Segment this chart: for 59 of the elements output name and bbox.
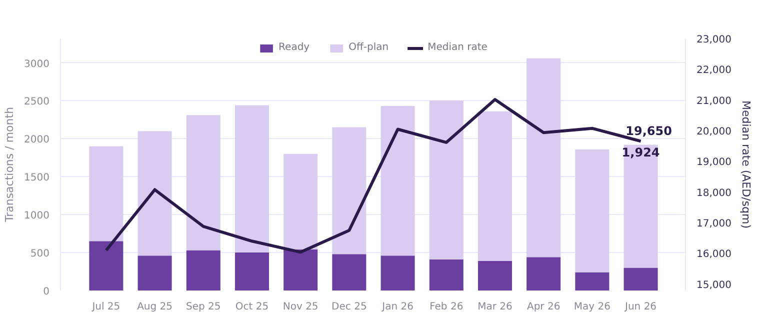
bar — [575, 149, 610, 272]
bar — [478, 260, 512, 290]
y2-tick-label: 17,000 — [696, 218, 732, 230]
bar — [284, 154, 318, 250]
bar — [429, 100, 464, 260]
bar — [526, 257, 561, 290]
annotation: 19,650 — [626, 124, 672, 138]
bar — [478, 111, 512, 261]
bar — [624, 144, 658, 268]
y-tick-label: 2000 — [24, 134, 50, 146]
bar — [624, 268, 658, 290]
y2-axis-title: Median rate (AED/sqm) — [739, 100, 752, 229]
bar — [89, 241, 124, 290]
bar — [380, 256, 415, 290]
bar — [429, 259, 464, 290]
y2-tick-label: 16,000 — [696, 249, 732, 260]
x-tick-label: Mar 26 — [478, 302, 512, 312]
y-axis-title: Transactions / month — [3, 106, 16, 224]
y-tick-label: 2500 — [24, 96, 50, 108]
bar — [186, 115, 220, 250]
bar — [284, 250, 318, 290]
x-tick-label: Nov 25 — [282, 302, 318, 312]
bar — [380, 106, 415, 256]
x-tick-label: Apr 26 — [526, 302, 560, 312]
x-tick-label: May 26 — [574, 302, 610, 312]
y2-tick-label: 23,000 — [696, 34, 732, 46]
y-tick-label: 1000 — [24, 210, 50, 222]
bar — [332, 127, 366, 254]
bar — [89, 146, 124, 242]
bar — [138, 131, 172, 256]
bar — [526, 58, 561, 258]
bar — [138, 256, 172, 290]
x-tick-label: Dec 25 — [332, 302, 367, 312]
x-tick-label: Jul 25 — [91, 302, 120, 312]
bar — [186, 250, 220, 290]
y2-tick-label: 18,000 — [696, 188, 732, 199]
y2-tick-label: 20,000 — [696, 126, 732, 138]
y2-tick-label: 22,000 — [696, 65, 732, 76]
x-tick-label: Oct 25 — [235, 302, 269, 312]
y-tick-label: 1500 — [24, 172, 50, 184]
x-tick-label: Jan 26 — [381, 302, 414, 312]
y-tick-label: 0 — [43, 286, 50, 298]
bar — [234, 252, 269, 290]
y-tick-label: 3000 — [24, 58, 50, 70]
bar — [332, 254, 366, 290]
x-tick-label: Sep 25 — [186, 302, 221, 312]
x-tick-label: Feb 26 — [430, 302, 464, 312]
legend-label: Median rate — [428, 42, 488, 53]
y2-tick-label: 21,000 — [696, 96, 732, 107]
y2-tick-label: 15,000 — [696, 280, 732, 291]
legend-label: Off-plan — [348, 42, 389, 53]
bar — [575, 272, 610, 290]
bar — [234, 105, 269, 253]
x-tick-label: Jun 26 — [624, 302, 657, 312]
x-tick-label: Aug 25 — [137, 302, 173, 312]
legend-label: Ready — [278, 42, 310, 53]
y2-tick-label: 19,000 — [696, 157, 732, 168]
annotation: 1,924 — [622, 145, 660, 160]
y-tick-label: 500 — [30, 248, 50, 260]
